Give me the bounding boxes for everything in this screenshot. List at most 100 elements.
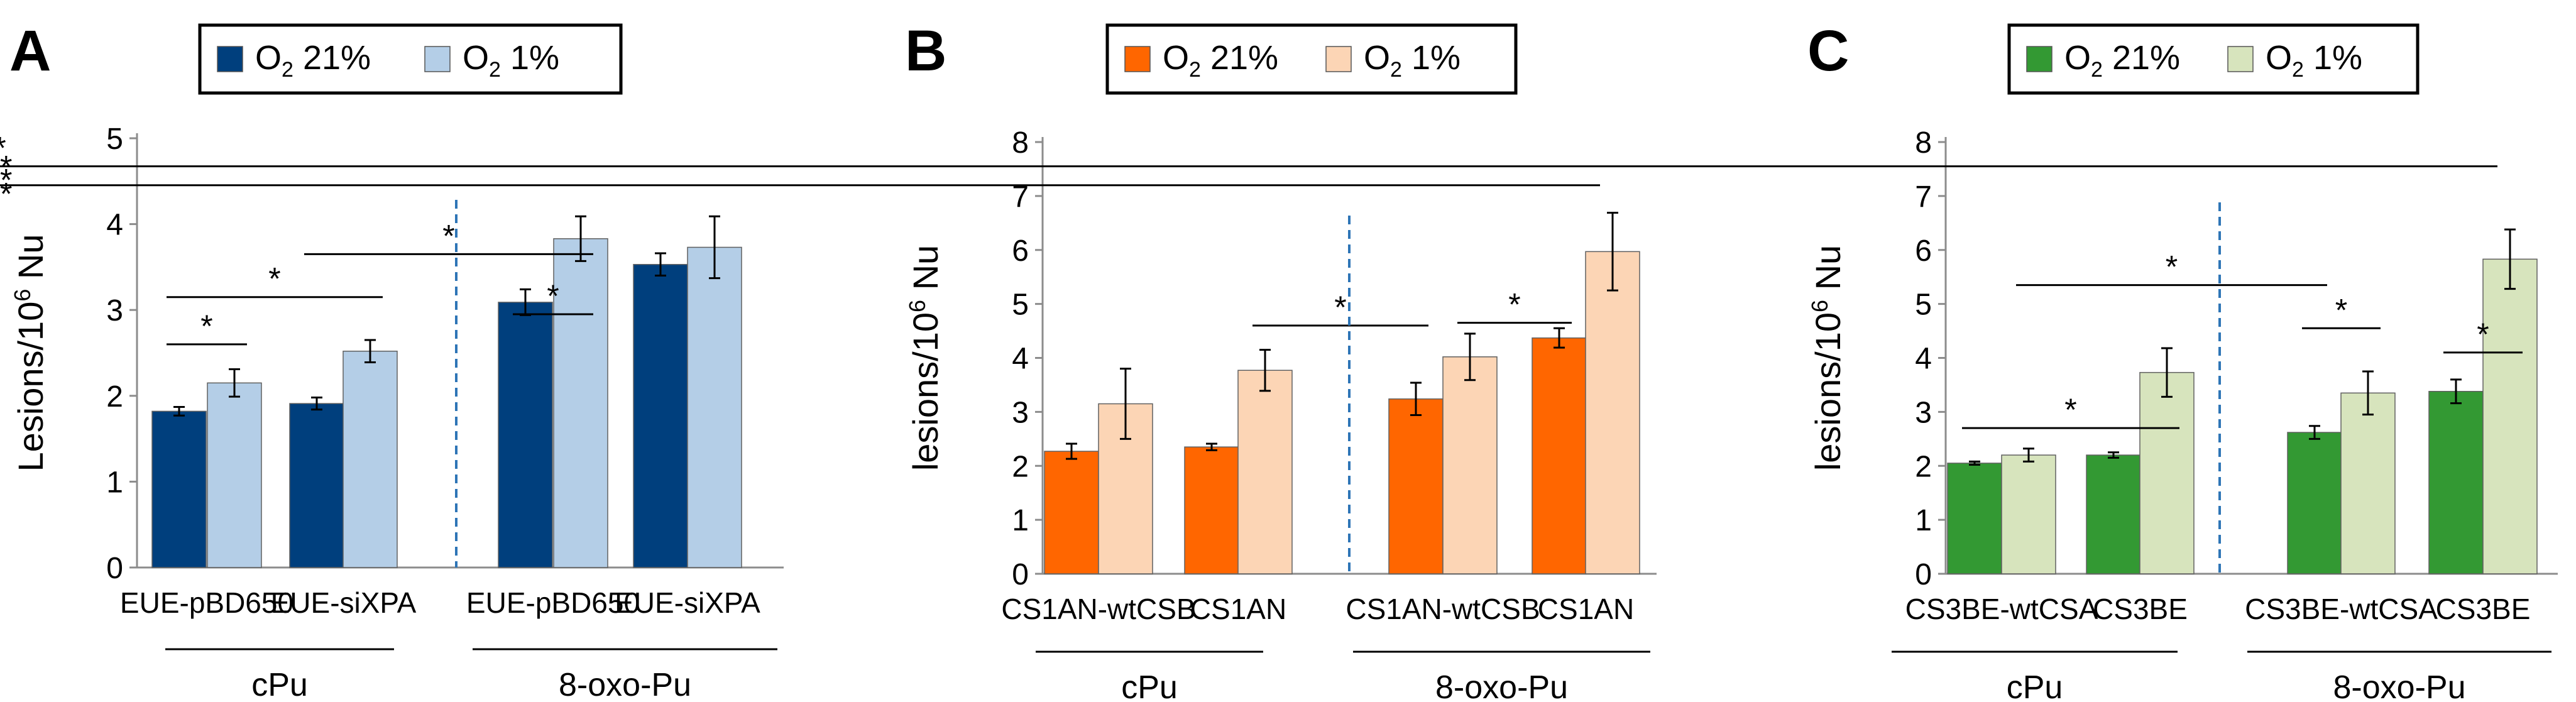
panel-label: A — [9, 19, 51, 83]
group-label: 8-oxo-Pu — [1435, 669, 1568, 702]
y-tick-label: 4 — [1012, 343, 1029, 376]
legend-box — [198, 23, 623, 95]
legend-sub: 2 — [489, 58, 501, 82]
y-axis-label: lesions/106 Nu — [904, 245, 945, 471]
legend-tail: 21% — [293, 39, 371, 77]
group-label: 8-oxo-Pu — [559, 667, 691, 702]
bar-o2-21-0 — [151, 410, 207, 568]
error-bar — [1206, 442, 1217, 451]
legend-swatch-0 — [217, 46, 243, 72]
bar-o2-1-1 — [2139, 371, 2195, 574]
ylabel-sup: 6 — [9, 289, 35, 302]
bar-o2-21-2 — [498, 302, 553, 568]
bar-o2-1-2 — [1442, 356, 1498, 574]
bar-o2-1-3 — [687, 246, 742, 568]
x-category-label: EUE-pBD650 — [466, 586, 640, 619]
legend: O2 21% O2 1% — [1105, 23, 1518, 95]
legend-main: O — [255, 39, 282, 77]
error-bar — [2108, 451, 2119, 459]
bar-o2-21-0 — [1947, 463, 2002, 574]
error-bar — [1410, 381, 1422, 417]
significance-label: * — [547, 278, 559, 314]
bar-o2-1-3 — [2482, 258, 2538, 574]
error-bar — [655, 252, 666, 277]
error-bar — [709, 215, 720, 280]
y-tick-label: 7 — [1915, 180, 1932, 214]
significance-label: * — [2166, 250, 2178, 285]
legend-main: O — [1163, 39, 1189, 77]
legend-sub: 2 — [282, 58, 293, 82]
legend-label-0: O2 21% — [255, 39, 371, 82]
y-tick-label: 3 — [1012, 396, 1029, 429]
legend-swatch-0 — [2026, 46, 2053, 72]
y-tick-label: 1 — [106, 466, 123, 499]
x-category-label: CS1AN — [1190, 593, 1286, 625]
bar-o2-1-2 — [553, 238, 608, 568]
y-tick-label: 0 — [106, 552, 123, 585]
legend-main: O — [2266, 39, 2292, 77]
significance-label: ** — [0, 177, 12, 212]
bar-o2-21-1 — [289, 403, 344, 568]
error-bar — [1464, 332, 1476, 381]
bar-o2-21-1 — [1184, 446, 1239, 574]
bar-o2-21-3 — [633, 264, 688, 568]
legend-main: O — [2064, 39, 2091, 77]
y-tick-label: 3 — [1915, 396, 1932, 429]
y-tick-label: 6 — [1915, 234, 1932, 268]
x-category-label: CS3BE-wtCSA — [1905, 593, 2098, 625]
bar-o2-1-0 — [2001, 454, 2056, 574]
bar-o2-1-1 — [343, 351, 398, 568]
group-label: 8-oxo-Pu — [2333, 669, 2466, 702]
legend: O2 21% O2 1% — [2007, 23, 2420, 95]
significance-label: * — [0, 131, 6, 166]
significance-label: ** — [0, 163, 12, 198]
legend-main: O — [463, 39, 489, 77]
panel-label: C — [1807, 19, 1849, 83]
legend-sub: 2 — [1189, 58, 1201, 82]
error-bar — [2161, 347, 2173, 398]
legend-label-0: O2 21% — [2064, 39, 2180, 82]
y-tick-label: 3 — [106, 294, 123, 327]
y-tick-label: 2 — [1012, 450, 1029, 483]
legend-box — [2007, 23, 2420, 95]
error-bar — [1259, 349, 1271, 392]
bar-o2-21-1 — [2086, 454, 2141, 574]
bar-o2-21-3 — [2428, 390, 2484, 574]
error-bar — [1607, 211, 1618, 292]
error-bar — [229, 368, 240, 398]
legend-label-1: O2 1% — [463, 39, 559, 82]
y-tick-label: 0 — [1012, 558, 1029, 591]
ylabel-main: lesions/10 — [906, 312, 945, 471]
error-bar — [2023, 447, 2034, 463]
bar-o2-1-0 — [207, 382, 262, 568]
legend-main: O — [1364, 39, 1390, 77]
significance-label: * — [200, 309, 212, 344]
bar-o2-1-1 — [1237, 370, 1293, 574]
error-bar — [2450, 378, 2462, 405]
error-bar — [1554, 327, 1565, 349]
legend-tail: 1% — [2304, 39, 2362, 77]
legend-swatch-1 — [1325, 46, 1352, 72]
x-category-label: EUE-pBD650 — [120, 586, 293, 619]
y-tick-label: 5 — [106, 123, 123, 156]
ylabel-sup: 6 — [1807, 300, 1833, 312]
x-category-label: CS3BE — [2093, 593, 2188, 625]
group-label: cPu — [251, 667, 308, 702]
error-bar — [2362, 370, 2374, 416]
y-tick-label: 1 — [1915, 504, 1932, 537]
significance-label: * — [268, 261, 280, 297]
legend: O2 21% O2 1% — [198, 23, 623, 95]
bar-o2-1-3 — [1585, 251, 1640, 574]
y-tick-label: 4 — [1915, 343, 1932, 376]
significance-label: * — [1508, 287, 1520, 322]
x-category-label: CS3BE-wtCSA — [2245, 593, 2438, 625]
legend-sub: 2 — [2091, 58, 2103, 82]
bar-o2-21-3 — [1532, 337, 1587, 574]
error-bar — [311, 397, 322, 411]
legend-label-0: O2 21% — [1163, 39, 1278, 82]
legend-box — [1105, 23, 1518, 95]
bar-o2-21-2 — [1388, 398, 1444, 574]
panel-a: AO2 21%O2 1%Lesions/106 Nu012345******EU… — [0, 19, 784, 702]
y-tick-label: 6 — [1012, 234, 1029, 268]
